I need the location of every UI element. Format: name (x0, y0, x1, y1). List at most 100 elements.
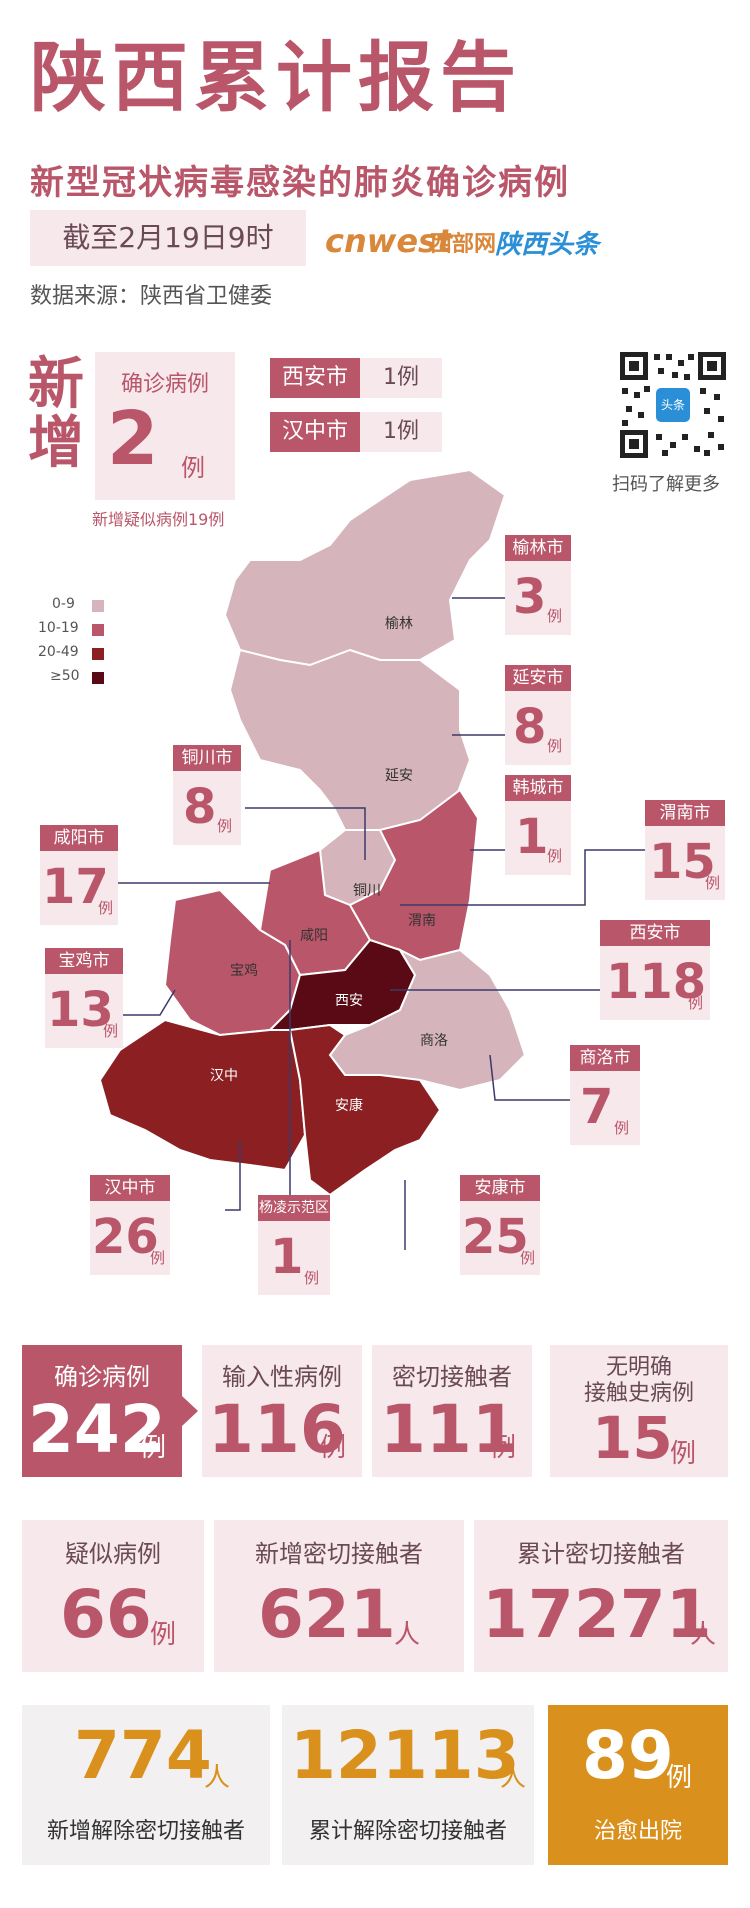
stat-label: 输入性病例 (222, 1363, 342, 1391)
city-callout: 商洛市 7 例 (570, 1045, 640, 1145)
city-callout-name: 韩城市 (505, 775, 571, 801)
stat-value: 116 (208, 1391, 346, 1468)
new-city-name: 西安市 (270, 358, 360, 398)
stat-value: 12113 (290, 1717, 520, 1794)
stat-unit: 人 (500, 1763, 527, 1793)
stat-unit: 例 (320, 1433, 347, 1463)
stat-unit: 例 (666, 1763, 693, 1793)
city-callout-unit: 例 (98, 899, 114, 917)
city-callout: 韩城市 1 例 (505, 775, 571, 875)
city-callout-name: 宝鸡市 (45, 948, 123, 974)
city-callout-name: 铜川市 (173, 745, 241, 771)
shaanxi-map (98, 468, 645, 1250)
city-callout-value: 7 (580, 1079, 614, 1135)
stat-label: 治愈出院 (593, 1819, 682, 1844)
stat-close-contact: 密切接触者 111 例 (372, 1345, 532, 1477)
stat-unit: 人 (690, 1620, 717, 1650)
city-callout-unit: 例 (103, 1022, 119, 1040)
city-callout-name: 杨凌示范区 (258, 1195, 330, 1221)
new-city-count: 1例 (360, 358, 442, 398)
legend-label: ≥50 (50, 668, 80, 684)
city-callout-name: 商洛市 (570, 1045, 640, 1071)
qr-code[interactable]: 头条 (618, 350, 728, 460)
stat-value: 15 (592, 1404, 673, 1472)
map-label: 西安 (335, 993, 363, 1009)
stat-label: 累计密切接触者 (517, 1540, 685, 1568)
stat-unit: 例 (140, 1433, 167, 1463)
legend-item: 0-9 (52, 596, 142, 616)
city-callout-unit: 例 (217, 817, 233, 835)
region-ankang (288, 1023, 442, 1197)
city-callout: 渭南市 15 例 (645, 800, 725, 900)
stat-suspect: 疑似病例 66 例 (22, 1520, 204, 1672)
page-subtitle: 新型冠状病毒感染的肺炎确诊病例 (30, 163, 570, 203)
stat-total-released: 12113 人 累计解除密切接触者 (282, 1705, 534, 1865)
legend-item: 20-49 (38, 644, 142, 664)
city-callout-value: 1 (515, 809, 549, 865)
legend-item: ≥50 (50, 668, 142, 688)
date-badge: 截至2月19日9时 (30, 210, 306, 266)
new-confirmed-value: 2 (107, 396, 159, 482)
region-yulin (223, 468, 507, 667)
city-callout: 宝鸡市 13 例 (45, 948, 123, 1048)
legend-label: 10-19 (38, 620, 79, 636)
new-suspect-note: 新增疑似病例19例 (92, 510, 225, 529)
stat-unit: 例 (670, 1439, 697, 1469)
map-label: 宝鸡 (230, 963, 258, 979)
legend-label: 0-9 (52, 596, 75, 612)
city-callout-unit: 例 (614, 1119, 630, 1137)
legend-label: 20-49 (38, 644, 79, 660)
stat-unit: 例 (490, 1433, 517, 1463)
stat-label: 无明确 (605, 1355, 672, 1380)
stat-new-close-contact: 新增密切接触者 621 人 (214, 1520, 464, 1672)
new-confirmed-unit: 例 (181, 454, 205, 482)
map-label: 渭南 (408, 913, 436, 929)
city-callout-name: 延安市 (505, 665, 571, 691)
stat-unknown-contact: 无明确 接触史病例 15 例 (550, 1345, 728, 1477)
qr-caption: 扫码了解更多 (612, 474, 720, 495)
map-label: 咸阳 (300, 928, 328, 944)
qr-badge: 头条 (660, 398, 685, 412)
region-hanzhong (98, 1018, 307, 1172)
legend-swatch (92, 648, 104, 660)
city-callout-unit: 例 (547, 847, 563, 865)
stat-label: 新增解除密切接触者 (46, 1819, 245, 1844)
city-callout-value: 8 (513, 699, 547, 755)
city-callout-value: 25 (462, 1209, 529, 1265)
city-callout-name: 汉中市 (90, 1175, 170, 1201)
city-callout-name: 西安市 (600, 920, 710, 946)
stat-label: 接触史病例 (583, 1381, 694, 1406)
city-callout-unit: 例 (688, 994, 704, 1012)
stat-unit: 人 (394, 1620, 421, 1650)
stat-label: 累计解除密切接触者 (308, 1819, 507, 1844)
new-city-count: 1例 (360, 412, 442, 452)
city-callout-value: 8 (183, 779, 217, 835)
city-callout-unit: 例 (520, 1249, 536, 1267)
city-callout-name: 渭南市 (645, 800, 725, 826)
city-callout-value: 26 (92, 1209, 159, 1265)
new-tag: 新增 (28, 352, 84, 476)
map-label: 安康 (335, 1098, 363, 1114)
region-yanan (228, 648, 472, 831)
westcn-logo: 西部网 (430, 232, 497, 257)
legend-swatch (92, 624, 104, 636)
city-callout-unit: 例 (304, 1269, 320, 1287)
stat-unit: 例 (150, 1620, 177, 1650)
city-callout: 西安市 118 例 (600, 920, 710, 1020)
new-city-name: 汉中市 (270, 412, 360, 452)
city-callout: 铜川市 8 例 (173, 745, 241, 845)
new-confirmed-label: 确诊病例 (120, 372, 209, 397)
stat-value: 621 (258, 1576, 396, 1653)
stat-value: 66 (60, 1576, 152, 1653)
stat-value: 89 (582, 1717, 674, 1794)
city-callout-value: 3 (513, 569, 547, 625)
city-callout: 榆林市 3 例 (505, 535, 571, 635)
legend-swatch (92, 672, 104, 684)
cnwest-logo: cnwest (325, 222, 453, 260)
city-callout: 汉中市 26 例 (90, 1175, 170, 1275)
data-source: 数据来源：陕西省卫健委 (30, 284, 273, 309)
city-callout: 安康市 25 例 (460, 1175, 540, 1275)
stat-value: 774 (74, 1717, 212, 1794)
arrow-pointer-icon (182, 1396, 198, 1426)
city-callout-unit: 例 (547, 737, 563, 755)
